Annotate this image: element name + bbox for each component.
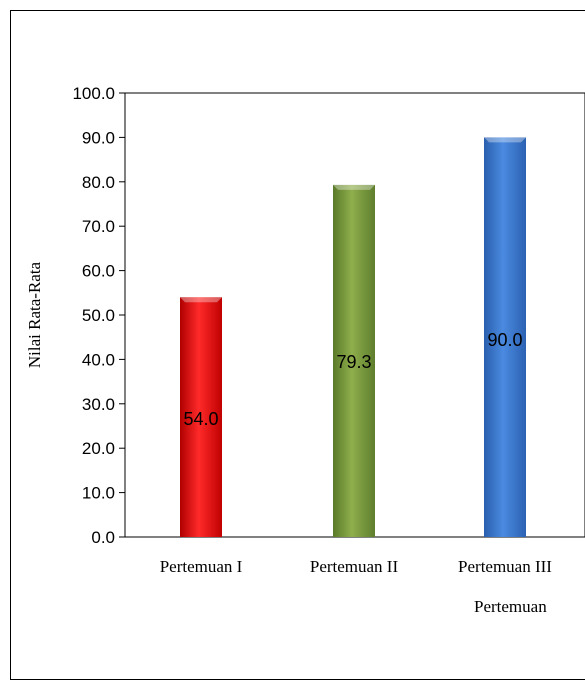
y-tick-label: 30.0	[82, 395, 115, 414]
bar	[333, 184, 375, 537]
bar-chart: 0.0 10.0 20.0 30.0 40.0 50.0 60.0 70.0 80.0 90.0 1…	[25, 84, 585, 616]
x-axis-label: Pertemuan	[474, 597, 547, 616]
bar	[180, 297, 222, 537]
bar-rect	[180, 297, 222, 537]
y-tick-label: 70.0	[82, 217, 115, 236]
x-tick-label: Pertemuan III	[458, 557, 552, 576]
bar	[484, 137, 526, 537]
y-tick-label: 50.0	[82, 306, 115, 325]
y-tick-label: 90.0	[82, 128, 115, 147]
y-tick-label: 100.0	[72, 84, 115, 103]
bar-bevel	[484, 137, 526, 143]
y-tick-label: 0.0	[91, 528, 115, 547]
y-tick-label: 80.0	[82, 173, 115, 192]
data-label: 79.3	[336, 352, 371, 372]
y-tick-label: 20.0	[82, 439, 115, 458]
y-axis: 0.0 10.0 20.0 30.0 40.0 50.0 60.0 70.0 80.0 90.0 1…	[72, 84, 125, 547]
bars: 54.0 79.3 90.0	[180, 137, 526, 537]
x-tick-label: Pertemuan I	[160, 557, 243, 576]
data-label: 90.0	[487, 330, 522, 350]
bar-rect	[333, 184, 375, 537]
bar-bevel	[333, 184, 375, 190]
y-axis-label: Nilai Rata-Rata	[25, 261, 44, 368]
bar-rect	[484, 137, 526, 537]
y-tick-label: 40.0	[82, 350, 115, 369]
y-tick-label: 10.0	[82, 484, 115, 503]
data-label: 54.0	[183, 409, 218, 429]
y-tick-label: 60.0	[82, 262, 115, 281]
x-tick-label: Pertemuan II	[310, 557, 399, 576]
x-axis: Pertemuan I Pertemuan II Pertemuan III	[160, 557, 553, 576]
bar-bevel	[180, 297, 222, 303]
